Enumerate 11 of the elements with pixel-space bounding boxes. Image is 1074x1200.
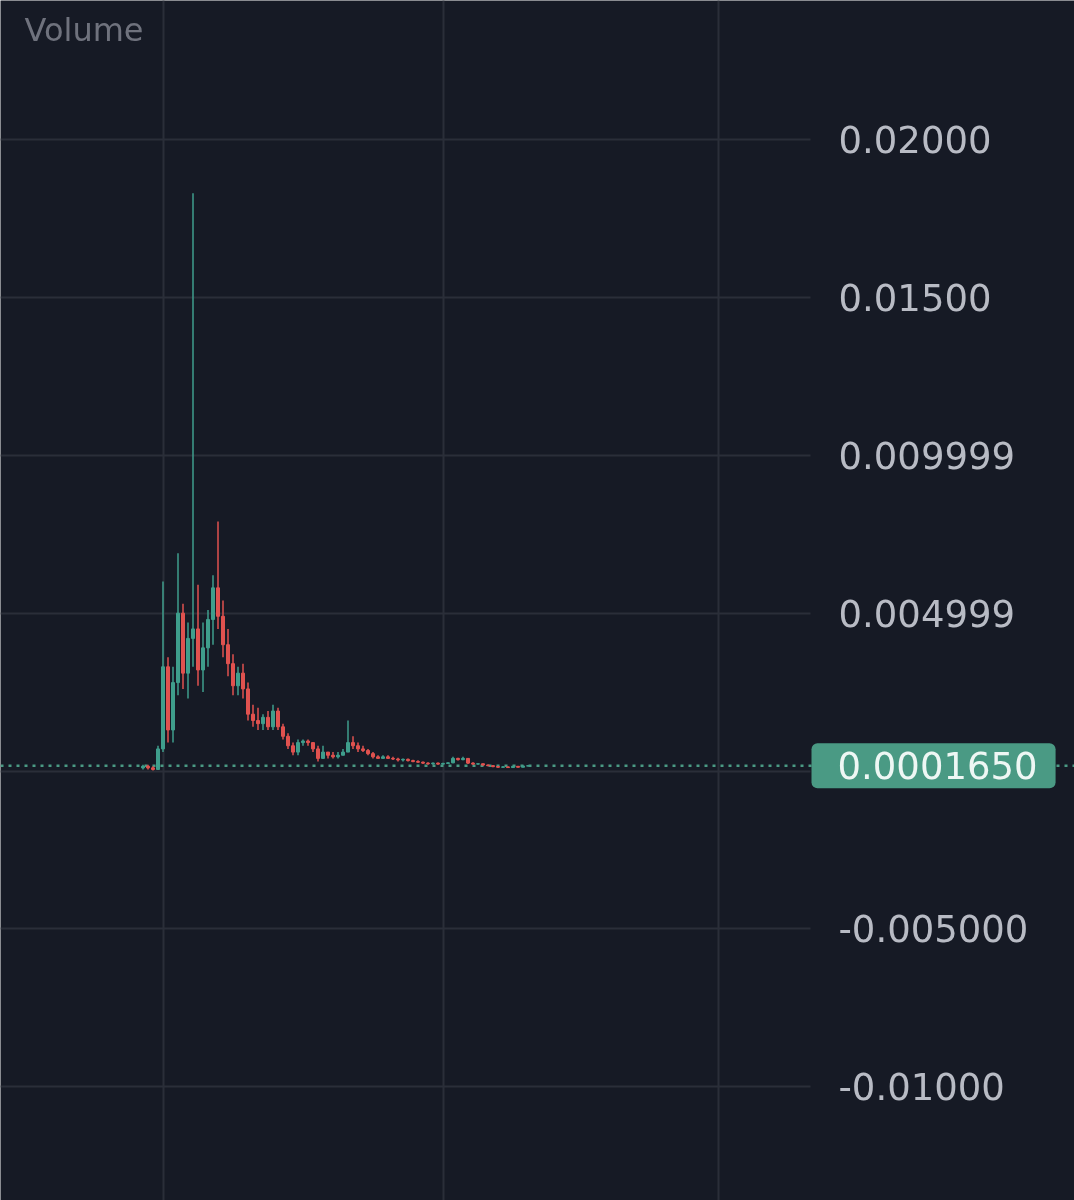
candlestick bbox=[271, 703, 275, 731]
y-tick-label: 0.009999 bbox=[838, 434, 1016, 478]
candlestick bbox=[266, 710, 270, 731]
y-tick-label: 0.01500 bbox=[838, 276, 992, 320]
candlestick bbox=[236, 666, 240, 696]
y-tick-label: -0.01000 bbox=[838, 1066, 1005, 1110]
y-tick-label: 0.004999 bbox=[838, 592, 1016, 636]
y-tick-label: -0.005000 bbox=[838, 908, 1029, 952]
y-tick-label: 0.02000 bbox=[838, 118, 992, 162]
ref-line-label: 0.0001650 bbox=[837, 745, 1038, 789]
annotation: Volume bbox=[24, 10, 144, 49]
